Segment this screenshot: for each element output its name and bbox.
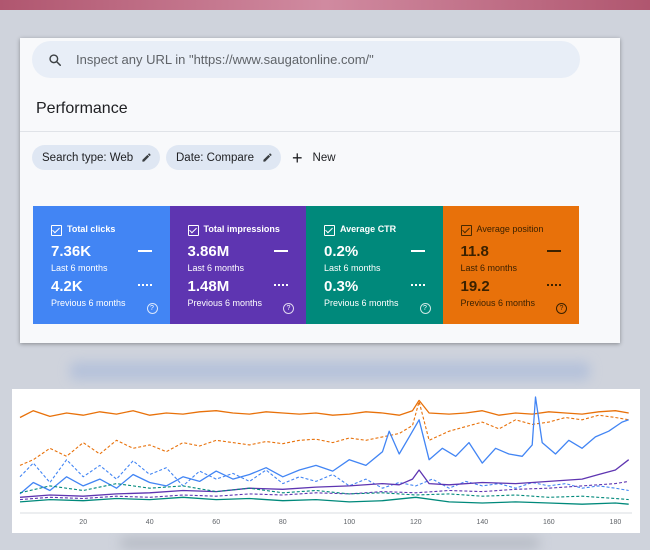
series-line-ctr_current xyxy=(19,496,629,505)
filter-chip-label: Date: Compare xyxy=(176,151,254,164)
x-tick-label: 100 xyxy=(343,519,355,526)
new-filter-label: New xyxy=(312,152,336,164)
metric-label: Total impressions xyxy=(203,224,280,234)
metric-card-average-ctr[interactable]: Average CTR 0.2% Last 6 months 0.3% Prev… xyxy=(306,206,443,324)
metric-previous-period: Previous 6 months xyxy=(324,298,399,308)
solid-line-legend-icon xyxy=(547,250,561,252)
divider xyxy=(20,131,620,132)
dashed-line-legend-icon xyxy=(410,284,425,286)
solid-line-legend-icon xyxy=(274,250,288,252)
x-tick-label: 160 xyxy=(543,519,555,526)
metric-current-period: Last 6 months xyxy=(187,263,245,273)
checkbox-icon[interactable] xyxy=(51,225,62,236)
x-tick-label: 120 xyxy=(410,519,422,526)
edit-pencil-icon xyxy=(263,153,272,162)
checkbox-icon[interactable] xyxy=(460,225,472,236)
url-inspection-search[interactable]: Inspect any URL in "https://www.saugaton… xyxy=(32,41,580,78)
plus-icon: + xyxy=(292,148,303,168)
metric-current-period: Last 6 months xyxy=(51,263,108,273)
metric-previous-value: 0.3% xyxy=(324,278,359,295)
x-tick-label: 140 xyxy=(476,519,488,526)
chart-canvas: 20 40 60 80 100 120 140 160 180 xyxy=(19,396,632,526)
metric-previous-value: 4.2K xyxy=(51,278,83,295)
metric-previous-period: Previous 6 months xyxy=(187,298,263,308)
metric-label: Total clicks xyxy=(67,224,116,234)
filter-chip-label: Search type: Web xyxy=(42,151,134,164)
filter-date-chip[interactable]: Date: Compare xyxy=(166,145,281,170)
metric-cards: Total clicks 7.36K Last 6 months 4.2K Pr… xyxy=(33,206,579,324)
search-icon xyxy=(49,53,62,66)
series-line-impressions_previous xyxy=(19,480,629,501)
x-tick-label: 20 xyxy=(79,519,87,526)
backdrop-strip xyxy=(0,0,650,10)
metric-card-total-clicks[interactable]: Total clicks 7.36K Last 6 months 4.2K Pr… xyxy=(33,206,170,324)
series-line-ctr_previous xyxy=(19,483,629,501)
backdrop-blur xyxy=(70,362,590,380)
metric-current-period: Last 6 months xyxy=(324,263,381,273)
x-tick-label: 80 xyxy=(279,519,287,526)
metric-current-value: 7.36K xyxy=(51,243,92,260)
edit-pencil-icon xyxy=(142,153,151,162)
backdrop-blur xyxy=(120,538,540,548)
help-icon[interactable]: ? xyxy=(283,303,294,314)
metric-current-value: 11.8 xyxy=(460,243,489,260)
metric-current-value: 0.2% xyxy=(324,243,359,260)
help-icon[interactable]: ? xyxy=(419,303,431,314)
dashed-line-legend-icon xyxy=(547,284,561,286)
filter-search-type-chip[interactable]: Search type: Web xyxy=(32,145,161,170)
metric-current-period: Last 6 months xyxy=(460,263,518,273)
series-line-position_current xyxy=(19,399,629,419)
solid-line-legend-icon xyxy=(137,250,152,252)
help-icon[interactable]: ? xyxy=(556,303,567,314)
checkbox-icon[interactable] xyxy=(187,225,199,236)
dashed-line-legend-icon xyxy=(137,284,152,286)
dashed-line-legend-icon xyxy=(274,284,288,286)
x-tick-label: 40 xyxy=(146,519,154,526)
page-title: Performance xyxy=(36,100,128,117)
search-console-panel: Inspect any URL in "https://www.saugaton… xyxy=(20,38,620,343)
metric-card-total-impressions[interactable]: Total impressions 3.86M Last 6 months 1.… xyxy=(169,206,306,324)
metric-previous-value: 19.2 xyxy=(460,278,490,295)
metric-current-value: 3.86M xyxy=(187,243,230,260)
performance-line-chart: 20 40 60 80 100 120 140 160 180 xyxy=(12,389,640,533)
checkbox-icon[interactable] xyxy=(324,225,335,236)
metric-label: Average CTR xyxy=(340,224,397,234)
help-icon[interactable]: ? xyxy=(146,303,158,314)
metric-previous-period: Previous 6 months xyxy=(51,298,126,308)
x-tick-label: 60 xyxy=(212,519,220,526)
metric-card-average-position[interactable]: Average position 11.8 Last 6 months 19.2… xyxy=(442,206,579,324)
metric-previous-value: 1.48M xyxy=(187,278,230,295)
metric-previous-period: Previous 6 months xyxy=(460,298,536,308)
series-line-impressions_current xyxy=(19,459,630,498)
new-filter-button[interactable]: + New xyxy=(292,147,336,169)
x-tick-label: 180 xyxy=(610,519,622,526)
series-line-position_previous xyxy=(19,401,629,466)
search-placeholder: Inspect any URL in "https://www.saugaton… xyxy=(76,52,374,67)
metric-label: Average position xyxy=(476,224,544,234)
solid-line-legend-icon xyxy=(410,250,425,252)
series-line-clicks_previous xyxy=(19,459,629,492)
series-line-clicks_current xyxy=(19,396,629,495)
